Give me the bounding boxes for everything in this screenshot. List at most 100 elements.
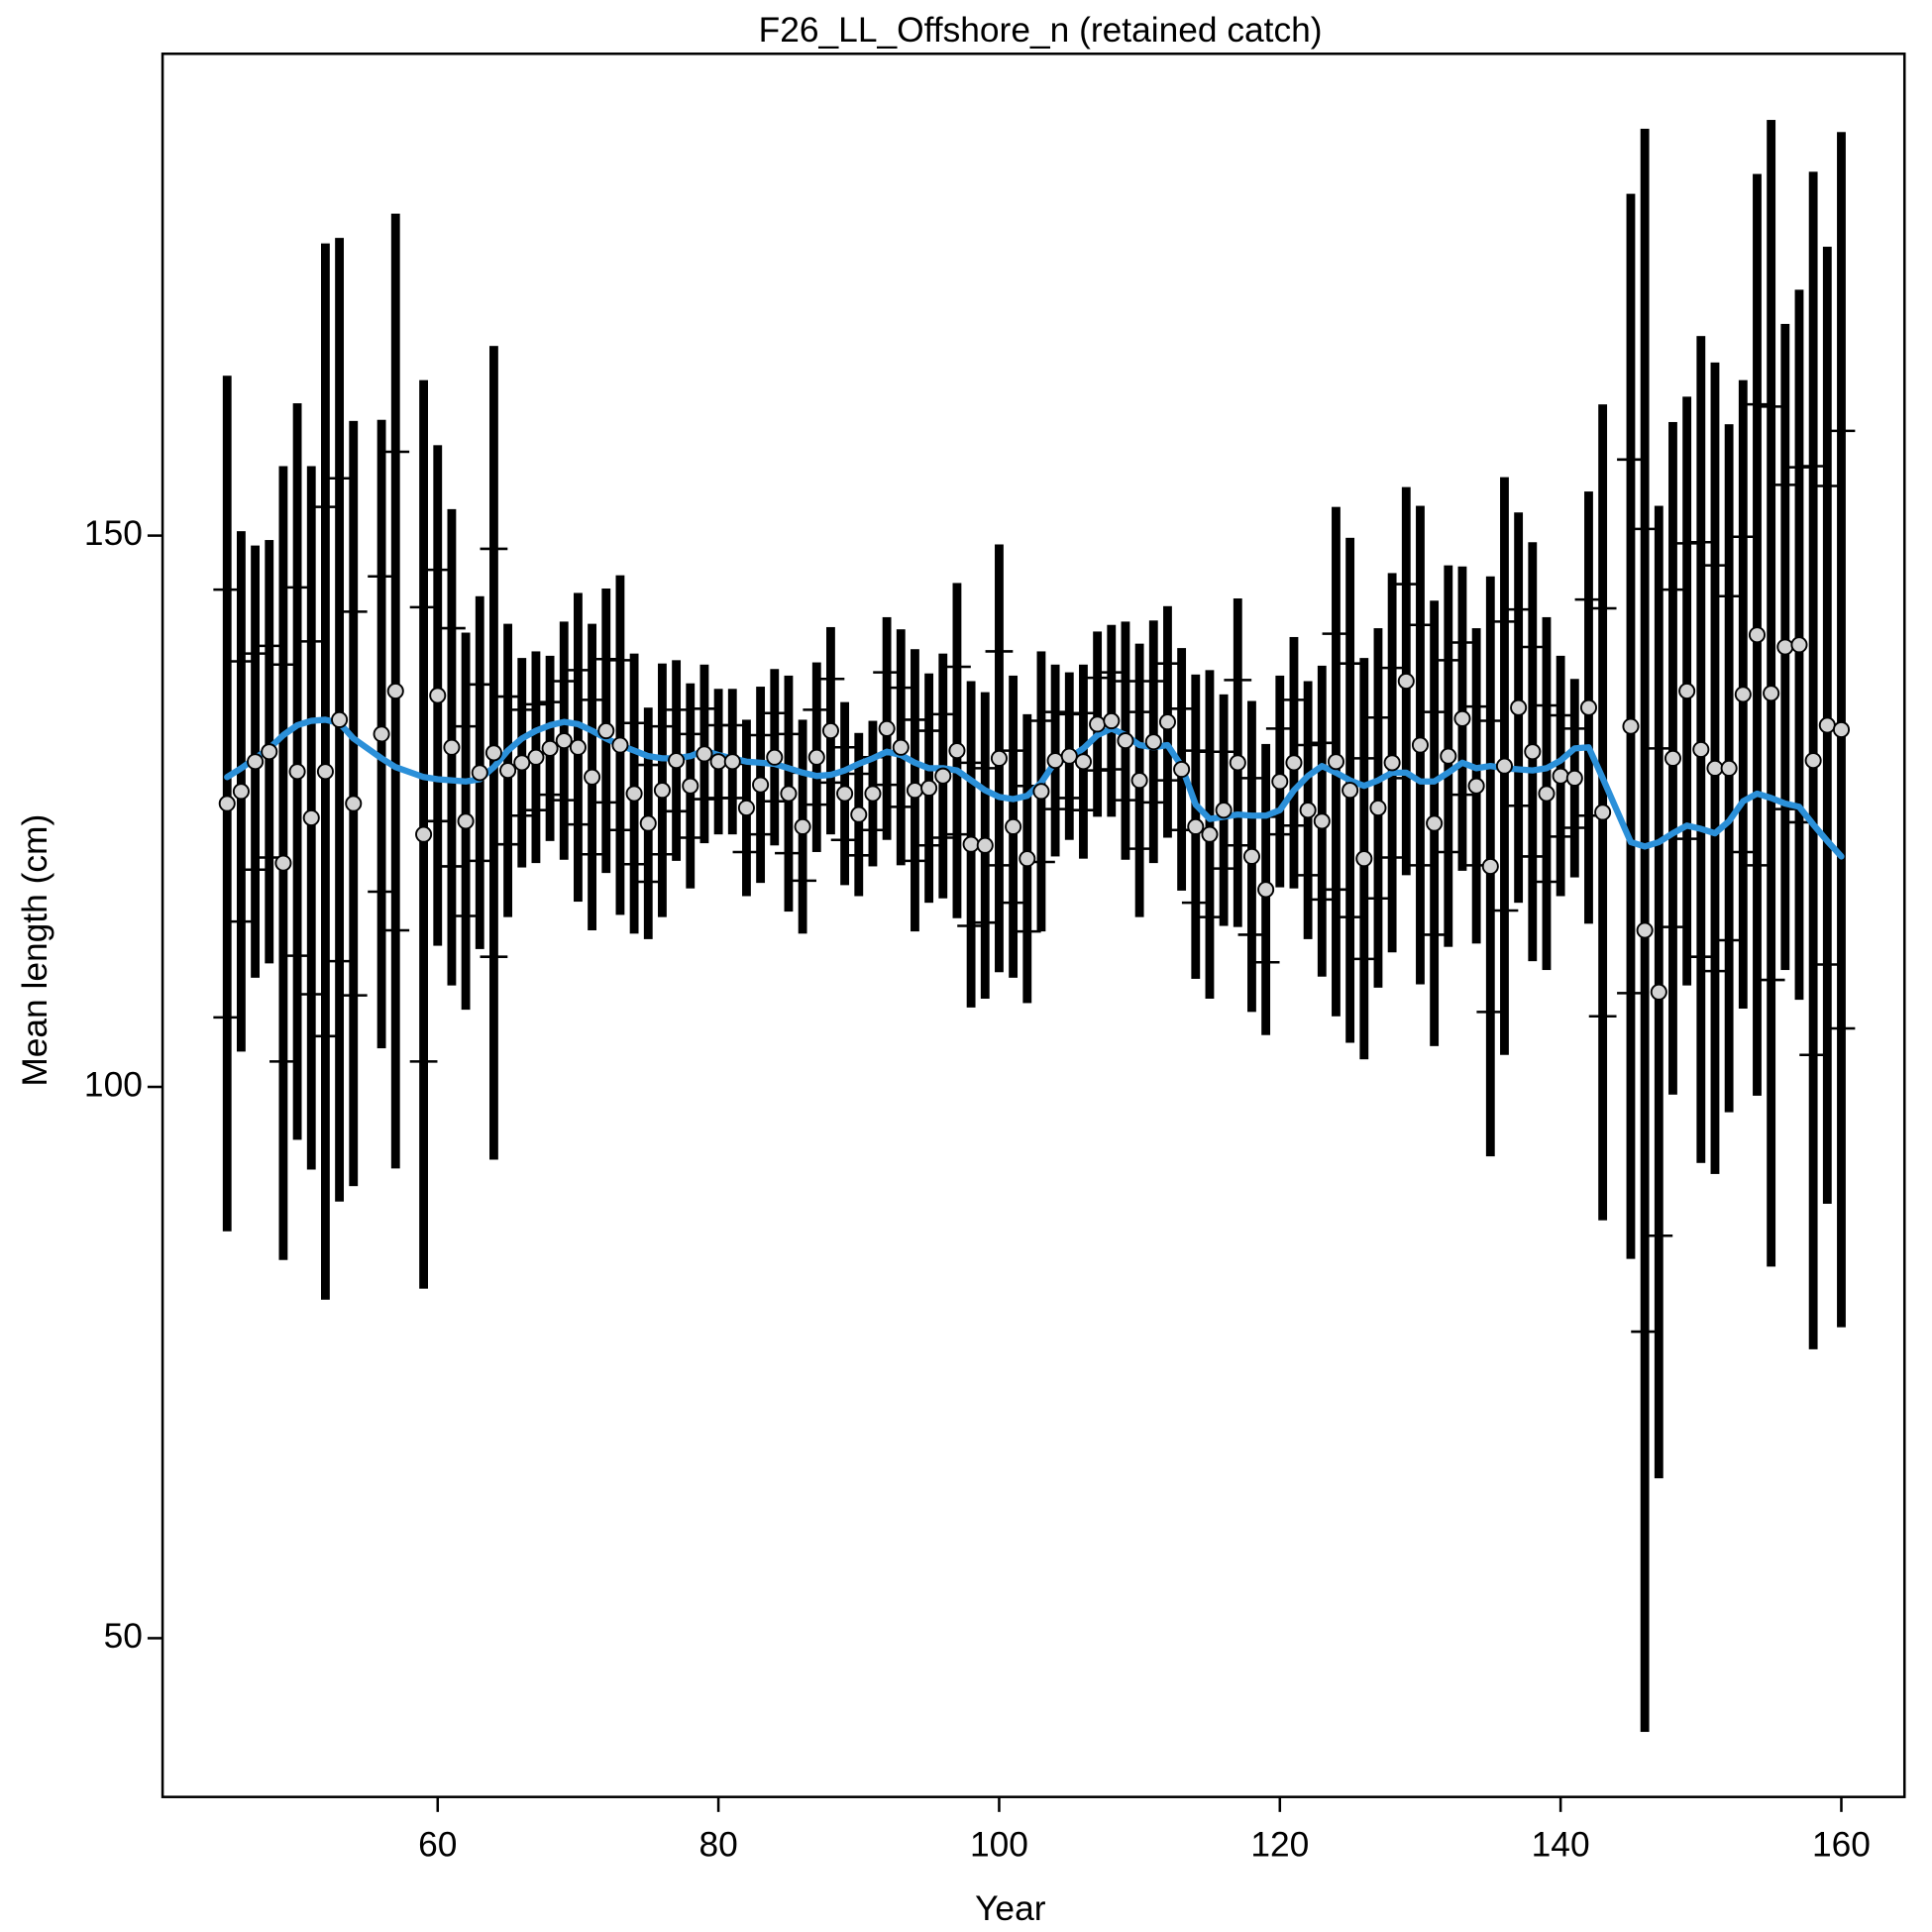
observed-point (288, 763, 306, 781)
y-tick-label: 150 (84, 514, 143, 553)
observed-point (1776, 638, 1794, 656)
observed-point (457, 812, 475, 830)
y-axis-label: Mean length (cm) (16, 814, 54, 1087)
observed-point (625, 785, 643, 803)
observed-point (780, 785, 798, 803)
observed-point (1720, 759, 1738, 777)
observed-point (737, 799, 755, 816)
observed-point (331, 710, 349, 728)
observed-point (261, 743, 278, 761)
observed-point (1440, 747, 1457, 765)
observed-point (1355, 850, 1373, 868)
observed-point (415, 825, 433, 843)
observed-point (1748, 626, 1766, 644)
observed-point (1763, 685, 1780, 702)
observed-point (1032, 783, 1050, 801)
observed-point (1397, 672, 1415, 691)
observed-point (1257, 881, 1275, 899)
observed-point (1510, 698, 1528, 716)
observed-point (682, 777, 699, 795)
observed-point (1636, 921, 1654, 939)
observed-point (1342, 782, 1359, 800)
observed-point (1144, 733, 1162, 751)
observed-point (373, 725, 390, 743)
y-tick-label: 100 (84, 1065, 143, 1104)
x-tick-label: 100 (970, 1826, 1028, 1865)
observed-point (1173, 760, 1191, 779)
observed-point (920, 779, 938, 797)
observed-point (429, 687, 447, 704)
observed-point (723, 753, 741, 771)
observed-point (471, 764, 488, 782)
observed-point (302, 808, 320, 826)
observed-point (1790, 636, 1808, 654)
observed-point (1060, 747, 1078, 765)
observed-point (934, 767, 952, 785)
observed-point (584, 768, 601, 786)
observed-point (443, 738, 461, 756)
observed-point (1117, 732, 1134, 750)
observed-point (1538, 785, 1556, 803)
observed-point (990, 749, 1008, 767)
observed-point (1495, 757, 1513, 775)
observed-point (709, 753, 727, 771)
observed-point (766, 748, 784, 766)
observed-point (1369, 799, 1387, 816)
chart-title: F26_LL_Offshore_n (retained catch) (759, 11, 1323, 50)
observed-point (218, 795, 236, 812)
observed-point (611, 736, 629, 754)
observed-point (1187, 817, 1205, 835)
observed-point (1201, 825, 1219, 843)
observed-point (1565, 769, 1583, 787)
observed-point (232, 783, 250, 801)
x-tick-label: 140 (1532, 1826, 1590, 1865)
observed-point (976, 836, 994, 854)
observed-point (1706, 759, 1724, 777)
x-tick-label: 160 (1812, 1826, 1871, 1865)
observed-point (555, 732, 573, 750)
observed-point (1074, 753, 1092, 771)
observed-point (499, 762, 517, 780)
observed-point (1467, 777, 1485, 795)
x-tick-label: 80 (698, 1826, 737, 1865)
observed-point (1678, 682, 1696, 700)
observed-point (696, 745, 713, 763)
observed-point (1242, 847, 1260, 865)
observed-point (541, 739, 559, 757)
observed-point (850, 805, 868, 823)
observed-point (1383, 754, 1401, 772)
observed-point (1594, 804, 1612, 821)
observed-point (1664, 749, 1681, 767)
observed-point (1313, 812, 1331, 830)
observed-point (1734, 686, 1752, 703)
x-axis-label: Year (975, 1889, 1046, 1928)
observed-point (821, 722, 839, 740)
observed-point (274, 854, 292, 872)
plot-frame (161, 53, 1906, 1798)
observed-point (1426, 814, 1444, 832)
observed-point (906, 782, 923, 800)
observed-point (597, 722, 615, 740)
observed-point (1229, 754, 1246, 772)
observed-point (668, 752, 686, 770)
observed-point (345, 795, 363, 812)
observed-point (247, 753, 265, 771)
observed-point (569, 738, 587, 756)
observed-point (1622, 717, 1640, 735)
observed-point (962, 835, 980, 853)
observed-point (752, 776, 770, 794)
observed-point (653, 782, 671, 800)
observed-point (1453, 709, 1471, 727)
observed-point (1299, 802, 1317, 819)
observed-point (892, 738, 910, 756)
observed-point (1552, 767, 1569, 785)
observed-point (1692, 740, 1710, 759)
observed-point (807, 748, 825, 766)
observed-point (1158, 713, 1176, 731)
observed-point (1481, 857, 1499, 875)
x-tick-label: 60 (418, 1826, 457, 1865)
observed-point (1650, 983, 1667, 1001)
observed-point (316, 763, 334, 781)
observed-point (513, 754, 531, 772)
